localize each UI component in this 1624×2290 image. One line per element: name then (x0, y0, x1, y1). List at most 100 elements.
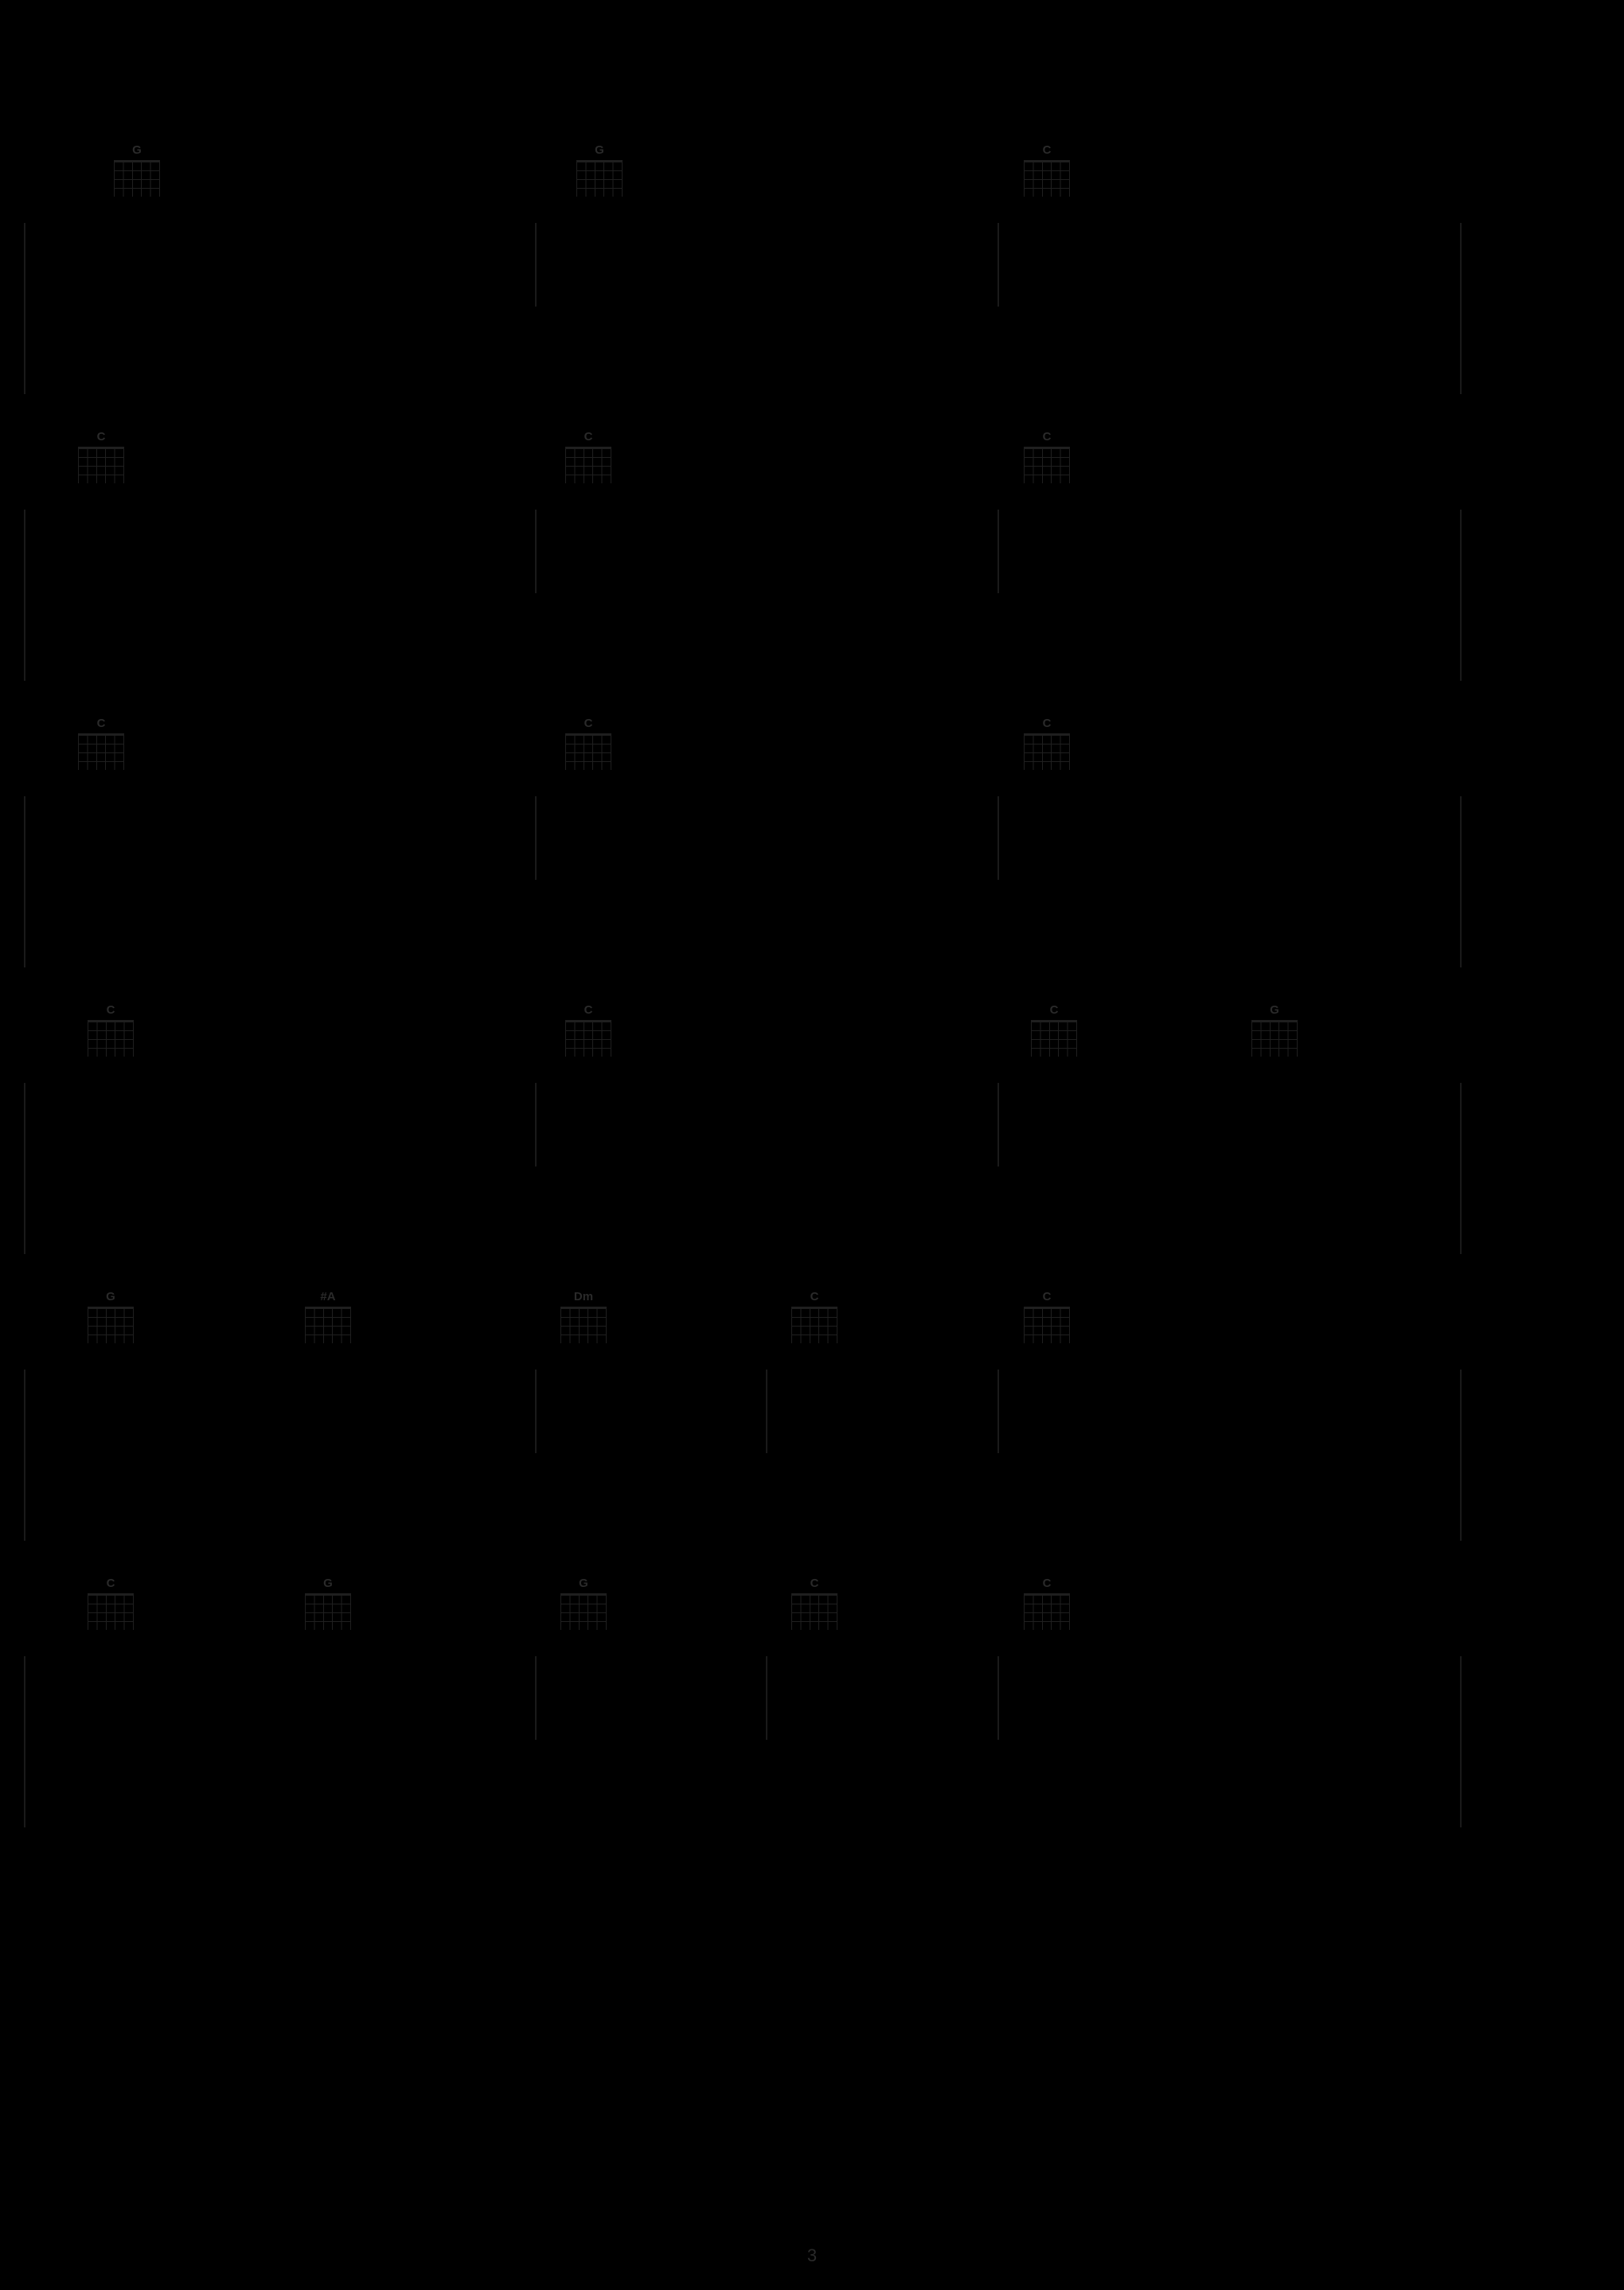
chord-diagram (565, 1020, 611, 1057)
chord: G (114, 143, 160, 197)
chord-diagram (1024, 733, 1070, 770)
chord-diagram (1031, 1020, 1077, 1057)
barline (997, 796, 999, 880)
barline (535, 796, 537, 880)
chord: C (565, 717, 611, 770)
chord-name: C (1024, 430, 1070, 444)
staff-row: CCC (24, 430, 1600, 717)
chord: C (78, 430, 124, 483)
chord-name: C (1024, 717, 1070, 730)
chord-sheet: G G C C C C C C C C C C G G #A Dm C C C G G C C (24, 143, 1600, 1863)
chord: C (565, 1003, 611, 1057)
chord-name: #A (305, 1290, 351, 1303)
chord-diagram (576, 160, 623, 197)
barline (1460, 796, 1462, 967)
barline (997, 1083, 999, 1166)
chord-name: C (565, 1003, 611, 1017)
barline (997, 510, 999, 593)
barline (766, 1370, 767, 1453)
chord-name: G (114, 143, 160, 157)
chord: C (1024, 717, 1070, 770)
chord-name: C (1031, 1003, 1077, 1017)
barline (535, 223, 537, 307)
chord: C (1031, 1003, 1077, 1057)
chord-name: C (1024, 143, 1070, 157)
chord-name: G (560, 1577, 607, 1590)
chord-name: C (1024, 1290, 1070, 1303)
barline (24, 1083, 25, 1254)
chord-diagram (78, 447, 124, 483)
chord-diagram (565, 733, 611, 770)
chord-diagram (305, 1593, 351, 1630)
chord: C (1024, 143, 1070, 197)
chord-name: C (565, 430, 611, 444)
chord-diagram (1024, 447, 1070, 483)
chord-diagram (791, 1593, 837, 1630)
chord-name: G (576, 143, 623, 157)
chord-diagram (88, 1307, 134, 1343)
barline (997, 223, 999, 307)
chord: C (791, 1290, 837, 1343)
chord: G (1251, 1003, 1298, 1057)
staff-row: CGGCC (24, 1577, 1600, 1863)
chord-name: C (1024, 1577, 1070, 1590)
chord-name: C (88, 1577, 134, 1590)
chord-name: G (305, 1577, 351, 1590)
chord-name: G (1251, 1003, 1298, 1017)
chord: C (1024, 1290, 1070, 1343)
chord: C (78, 717, 124, 770)
page-number: 3 (807, 2245, 817, 2266)
staff-row: GGC (24, 143, 1600, 430)
chord-diagram (88, 1020, 134, 1057)
barline (766, 1656, 767, 1740)
chord-diagram (1251, 1020, 1298, 1057)
chord-name: G (88, 1290, 134, 1303)
chord-diagram (305, 1307, 351, 1343)
chord-diagram (1024, 1307, 1070, 1343)
staff-row: G #A Dm C C (24, 1290, 1600, 1577)
staff-row: CCC (24, 717, 1600, 1003)
chord-name: C (88, 1003, 134, 1017)
chord-name: Dm (560, 1290, 607, 1303)
chord-diagram (1024, 1593, 1070, 1630)
chord-diagram (114, 160, 160, 197)
chord: C (88, 1577, 134, 1630)
chord-name: C (565, 717, 611, 730)
barline (1460, 1083, 1462, 1254)
chord-diagram (565, 447, 611, 483)
chord-diagram (78, 733, 124, 770)
chord: C (1024, 430, 1070, 483)
barline (24, 510, 25, 681)
chord-name: C (791, 1290, 837, 1303)
chord: Dm (560, 1290, 607, 1343)
chord-diagram (791, 1307, 837, 1343)
barline (24, 223, 25, 394)
barline (24, 1370, 25, 1541)
chord-name: C (78, 430, 124, 444)
barline (535, 1370, 537, 1453)
chord-name: C (791, 1577, 837, 1590)
chord: C (565, 430, 611, 483)
chord: #A (305, 1290, 351, 1343)
chord-diagram (560, 1593, 607, 1630)
barline (535, 1656, 537, 1740)
chord: G (576, 143, 623, 197)
chord-diagram (1024, 160, 1070, 197)
barline (1460, 1656, 1462, 1827)
chord-diagram (560, 1307, 607, 1343)
chord: G (560, 1577, 607, 1630)
chord-name: C (78, 717, 124, 730)
barline (535, 510, 537, 593)
barline (24, 1656, 25, 1827)
barline (24, 796, 25, 967)
staff-row: CCCG (24, 1003, 1600, 1290)
barline (1460, 1370, 1462, 1541)
chord: C (1024, 1577, 1070, 1630)
barline (535, 1083, 537, 1166)
chord: C (88, 1003, 134, 1057)
barline (1460, 510, 1462, 681)
barline (997, 1370, 999, 1453)
barline (997, 1656, 999, 1740)
chord: G (88, 1290, 134, 1343)
chord: C (791, 1577, 837, 1630)
